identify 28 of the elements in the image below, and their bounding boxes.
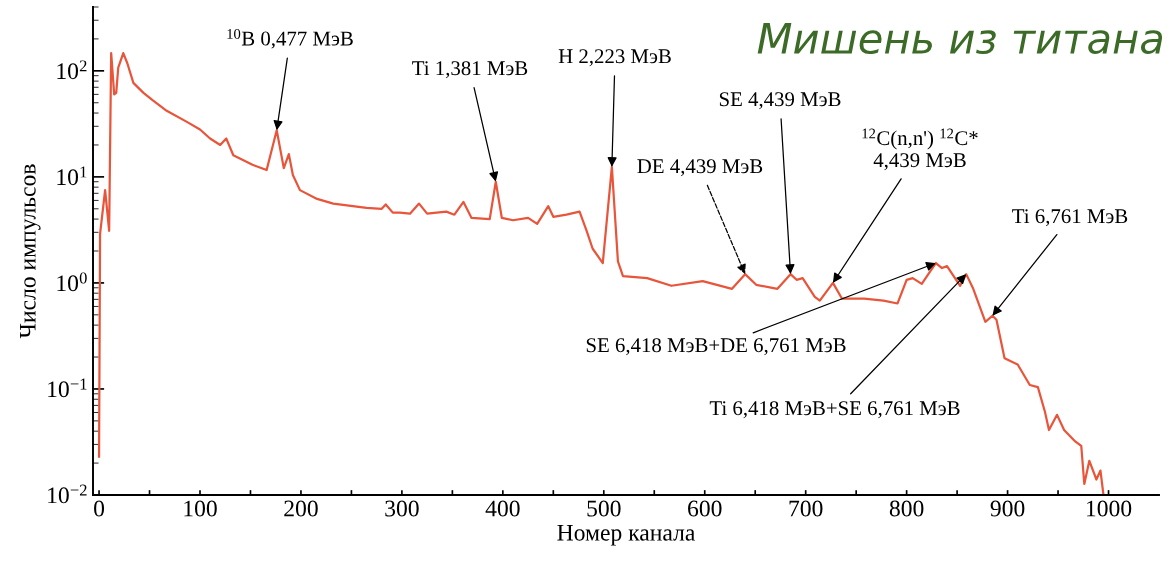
x-tick-label: 900 [990,500,1025,517]
x-tick-label: 1000 [1086,500,1132,517]
x-tick-label: 500 [587,500,621,517]
x-tick-label: 700 [789,500,823,517]
x-tick-label: 100 [184,500,217,517]
y-tick-label: 10$^{1}$ [57,166,87,186]
annotation: H 2,223 МэВ [558,49,671,67]
x-tick-label: 600 [688,500,722,517]
x-tick-label: 0 [94,500,105,517]
x-tick-label: 800 [889,500,924,517]
chart-title: Мишень из титана [757,23,1163,55]
annotation: DE 4,439 МэВ [637,159,763,177]
annotation: SE 4,439 МэВ [719,92,841,110]
annotation: Ti 6,418 МэВ+SE 6,761 МэВ [709,401,960,419]
x-axis-title: Номер канала [557,524,696,546]
y-axis-title: Число импульсов [20,164,41,339]
x-tick-label: 300 [385,500,419,517]
annotation: SE 6,418 МэВ+DE 6,761 МэВ [586,338,846,356]
y-tick-label: 10$^{2}$ [57,60,87,80]
x-tick-label: 200 [284,500,318,517]
x-tick-label: 400 [485,500,520,517]
annotation: Ti 1,381 МэВ [412,61,528,79]
annotation: Ti 6,761 МэВ [1012,209,1128,227]
y-tick-label: 10$^{0}$ [57,272,87,292]
annotation: $^{10}$B 0,477 МэВ [227,29,353,49]
y-tick-label: 10$^{−1}$ [48,378,87,398]
annotation: $^{12}$C(n,n') $^{12}$C* 4,439 МэВ [862,128,978,171]
y-tick-label: 10$^{−2}$ [48,484,87,504]
